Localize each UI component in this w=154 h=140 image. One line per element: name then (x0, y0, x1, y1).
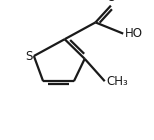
Text: HO: HO (125, 27, 143, 40)
Text: CH₃: CH₃ (106, 75, 128, 88)
Text: O: O (106, 0, 116, 4)
Text: S: S (25, 50, 32, 62)
